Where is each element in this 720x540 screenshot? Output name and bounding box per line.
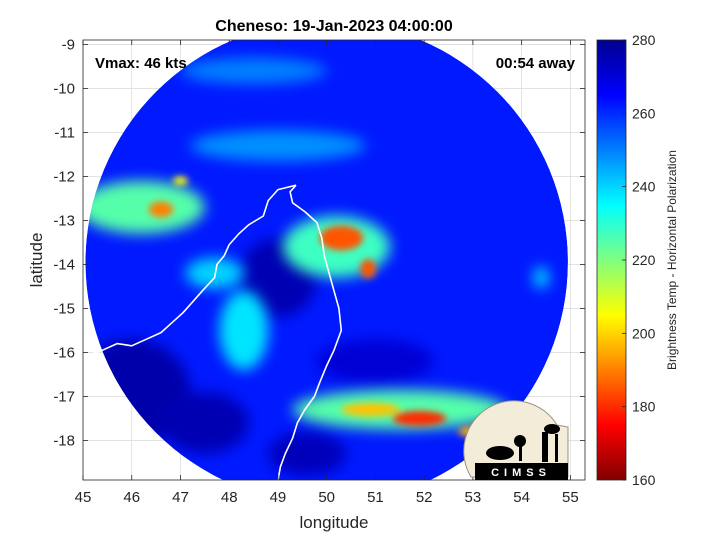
warm-region [160,392,249,454]
x-tick-label: 47 [172,489,189,506]
colorbar-tick-label: 180 [632,399,656,415]
x-tick-label: 49 [270,489,287,506]
chart-title: Cheneso: 19-Jan-2023 04:00:00 [215,18,453,35]
colorbar-gradient [596,39,627,481]
cimss-logo-text: CIMSS [491,467,551,479]
y-tick-label: -12 [53,168,75,185]
x-ticks: 45 46 47 48 49 50 51 52 53 54 55 [75,40,579,506]
coastline-path [277,184,343,480]
x-tick-label: 46 [123,489,140,506]
coastline [83,184,343,480]
cold-cloud-region [173,176,188,186]
vmax-annotation: Vmax: 46 kts [95,55,187,72]
colorbar-tick-label: 200 [632,325,656,341]
cold-cloud-region [319,225,364,251]
y-tick-label: -11 [54,124,75,141]
cimss-logo: CIMSS [463,400,569,480]
cold-cloud-region [148,201,174,218]
y-axis-label: latitude [27,233,46,288]
warm-region [268,431,347,476]
cold-cloud-region [85,180,205,234]
colorbar-tick-label: 240 [632,179,656,195]
y-tick-label: -10 [53,80,75,97]
cold-cloud-region [392,410,447,426]
colorbar-tick-label: 280 [632,32,656,48]
cold-cloud-region [533,266,549,289]
y-tick-label: -13 [53,212,75,229]
y-tick-label: -14 [53,256,75,273]
warm-region [316,339,434,384]
x-tick-label: 54 [513,489,530,506]
colorbar-ticks: 160 180 200 220 240 260 280 [622,32,656,488]
y-tick-label: -16 [53,344,75,361]
colorbar-label: Brightness Temp - Horizontal Polarizatio… [665,150,679,370]
x-tick-label: 52 [416,489,433,506]
colorbar-tick-label: 220 [632,252,656,268]
y-tick-label: -15 [53,300,75,317]
y-tick-label: -18 [53,432,75,449]
coastline-path [83,184,297,358]
y-tick-label: -17 [53,388,75,405]
colorbar-tick-label: 260 [632,105,656,121]
colorbar: 160 180 200 220 240 260 280 Brightness Temp - … [596,32,679,488]
x-tick-label: 50 [318,489,335,506]
axes-frame [82,39,586,481]
cold-features-inner [148,176,488,437]
x-tick-label: 51 [367,489,384,506]
x-tick-label: 53 [465,489,482,506]
x-tick-label: 48 [221,489,238,506]
cold-cloud-region [360,259,376,279]
y-tick-label: -9 [62,36,75,53]
colorbar-tick-label: 160 [632,472,656,488]
x-tick-label: 45 [75,489,92,506]
y-ticks: -9 -10 -11 -12 -13 -14 -15 -16 -17 -18 [53,36,585,449]
cold-cloud-region [341,403,400,417]
time-away-annotation: 00:54 away [496,55,576,72]
cold-cloud-region [180,57,327,84]
cold-cloud-region [219,290,269,370]
x-axis-label: longitude [299,513,368,532]
x-tick-label: 55 [562,489,579,506]
cold-cloud-region [190,130,366,162]
